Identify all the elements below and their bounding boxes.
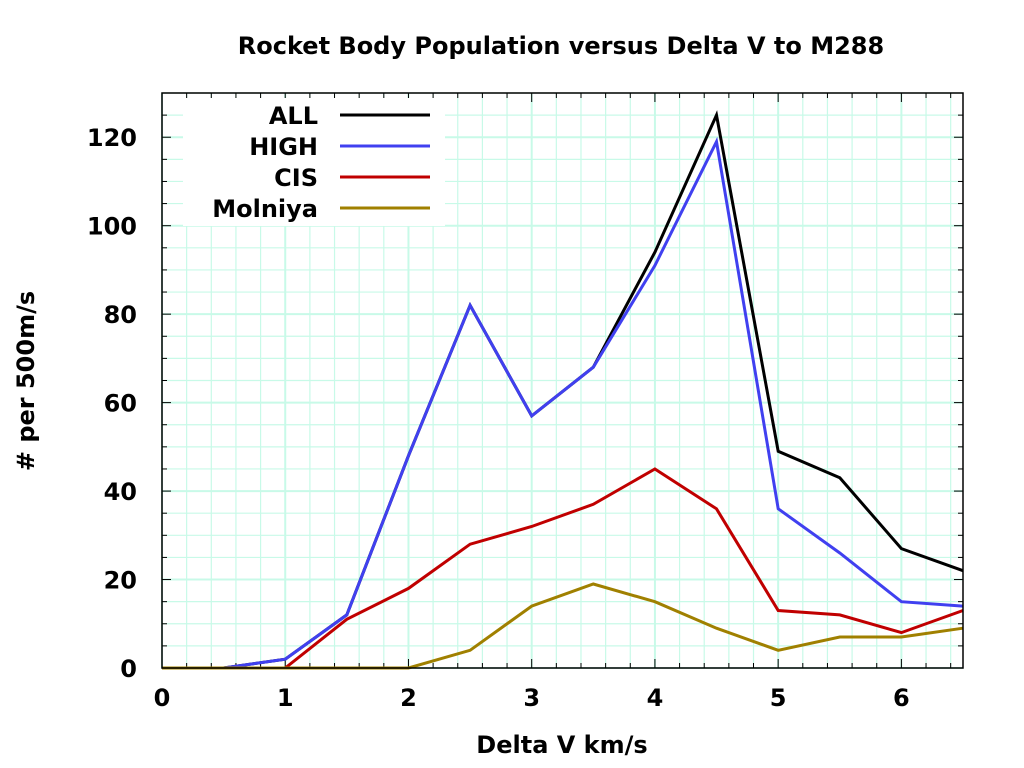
legend-background [183,98,445,226]
chart-title: Rocket Body Population versus Delta V to… [238,32,884,60]
y-tick-label: 80 [104,301,137,329]
x-tick-label: 1 [277,684,294,712]
y-tick-label: 40 [104,478,137,506]
series-line-high [162,136,964,670]
y-tick-label: 60 [104,390,137,418]
x-tick-label: 4 [647,684,664,712]
y-tick-label: 20 [104,567,137,595]
y-tick-label: 0 [120,655,137,683]
legend-label: Molniya [212,195,318,223]
x-tick-label: 2 [400,684,417,712]
series-line-molniya [162,582,964,670]
x-axis-label: Delta V km/s [476,731,647,759]
y-axis-label: # per 500m/s [12,291,40,471]
y-tick-label: 120 [87,124,137,152]
x-tick-label: 3 [523,684,540,712]
x-tick-label: 6 [893,684,910,712]
x-tick-label: 0 [154,684,171,712]
legend-label: CIS [274,164,318,192]
legend-box [183,98,445,226]
x-tick-label: 5 [770,684,787,712]
plot-frame [161,92,964,669]
legend-label: HIGH [249,133,318,161]
legend-label: ALL [269,102,318,130]
y-tick-label: 100 [87,213,137,241]
series-line-cis [162,467,964,670]
legend: ALL HIGH CIS Molniya [212,102,430,223]
